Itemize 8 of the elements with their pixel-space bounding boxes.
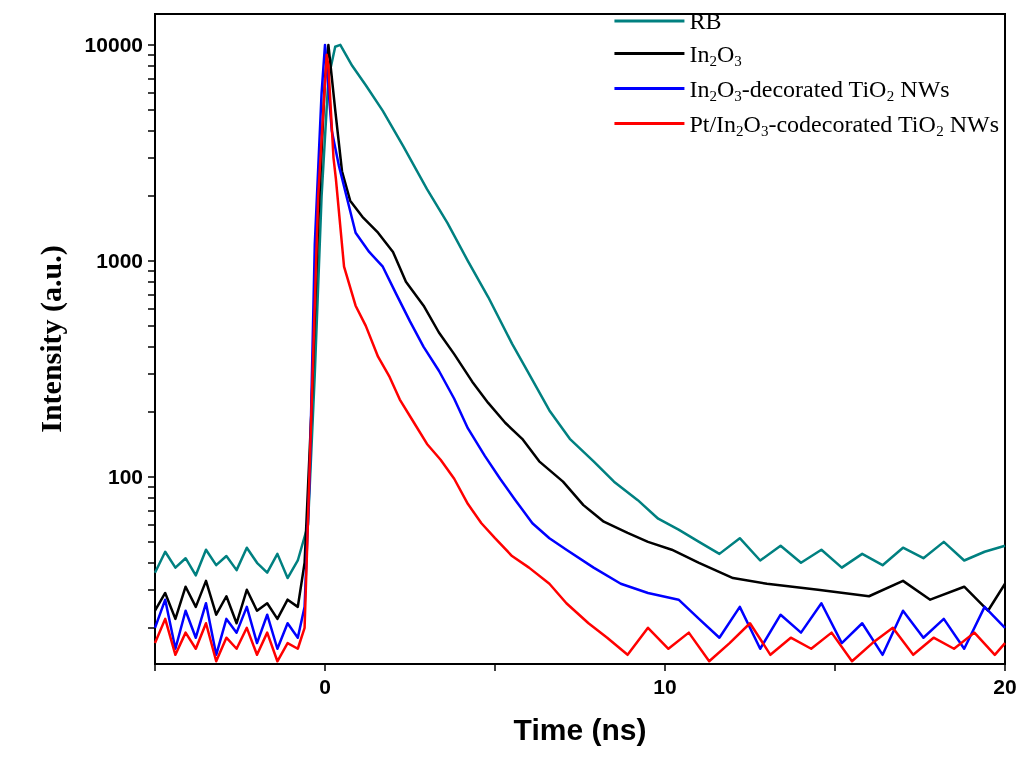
y-tick-label: 1000 bbox=[96, 249, 143, 273]
x-axis-title: Time (ns) bbox=[513, 712, 647, 746]
x-tick-label: 10 bbox=[653, 675, 677, 698]
y-axis-title: Intensity (a.u.) bbox=[33, 245, 68, 433]
y-tick-label: 100 bbox=[107, 465, 143, 489]
x-tick-label: 0 bbox=[319, 675, 331, 698]
x-tick-label: 20 bbox=[993, 675, 1017, 698]
y-tick-label: 10000 bbox=[84, 33, 143, 57]
